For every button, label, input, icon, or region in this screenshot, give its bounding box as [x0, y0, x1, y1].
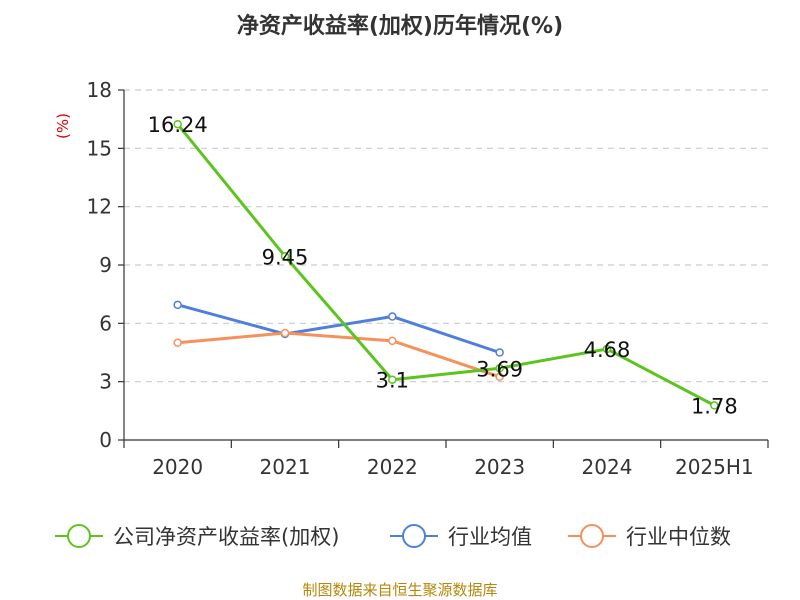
- data-point: [710, 401, 719, 410]
- series-line: [177, 331, 501, 379]
- y-tick-label: 12: [87, 195, 112, 219]
- data-point: [495, 348, 504, 357]
- x-tick-label: 2024: [582, 455, 633, 479]
- y-tick-label: 9: [99, 253, 112, 277]
- legend-label: 行业中位数: [626, 525, 731, 549]
- legend-label: 行业均值: [448, 525, 532, 549]
- x-tick-label: 2025H1: [675, 455, 754, 479]
- data-point: [495, 364, 504, 373]
- series-line: [176, 123, 716, 407]
- data-point: [173, 300, 182, 310]
- y-tick-label: 0: [99, 428, 112, 452]
- data-point: [388, 375, 397, 384]
- y-axis-label: (%): [54, 113, 72, 139]
- legend-marker: [67, 524, 91, 548]
- legend-marker: [402, 524, 426, 548]
- data-point: [495, 372, 504, 382]
- series-line: [177, 303, 501, 354]
- axis-layer: 0 3 6 9 12 15 18 2020 2021 2022 2023 2024 2025H1: [87, 78, 769, 479]
- legend: 公司净资产收益率(加权) 行业均值 行业中位数: [55, 524, 731, 549]
- data-point: [173, 119, 182, 129]
- data-label-layer: 16.24 9.45 3.1 3.69 4.68 1.78: [148, 113, 738, 418]
- data-point: [173, 338, 182, 348]
- data-label: 16.24: [148, 113, 208, 137]
- source-note: 制图数据来自恒生聚源数据库: [302, 581, 497, 599]
- legend-label: 公司净资产收益率(加权): [113, 525, 339, 549]
- data-point: [388, 336, 397, 346]
- data-label: 4.68: [584, 338, 631, 362]
- x-tick-label: 2021: [260, 455, 311, 479]
- data-label: 3.69: [476, 357, 523, 381]
- y-tick-label: 18: [87, 78, 112, 102]
- x-tick-label: 2020: [152, 455, 203, 479]
- series-layer: [173, 119, 719, 410]
- data-label: 1.78: [691, 394, 738, 418]
- chart-title: 净资产收益率(加权)历年情况(%): [237, 13, 563, 39]
- x-tick-label: 2022: [367, 455, 418, 479]
- y-tick-label: 6: [99, 311, 112, 335]
- data-point: [280, 328, 290, 338]
- y-tick-label: 3: [99, 370, 112, 394]
- x-tick-label: 2023: [474, 455, 525, 479]
- data-label: 3.1: [376, 369, 409, 393]
- y-tick-label: 15: [87, 136, 112, 160]
- data-point: [388, 312, 397, 321]
- data-point: [280, 252, 290, 261]
- data-point: [602, 344, 612, 354]
- grid-layer: [124, 89, 768, 383]
- legend-marker: [580, 524, 604, 548]
- data-label: 9.45: [262, 245, 309, 269]
